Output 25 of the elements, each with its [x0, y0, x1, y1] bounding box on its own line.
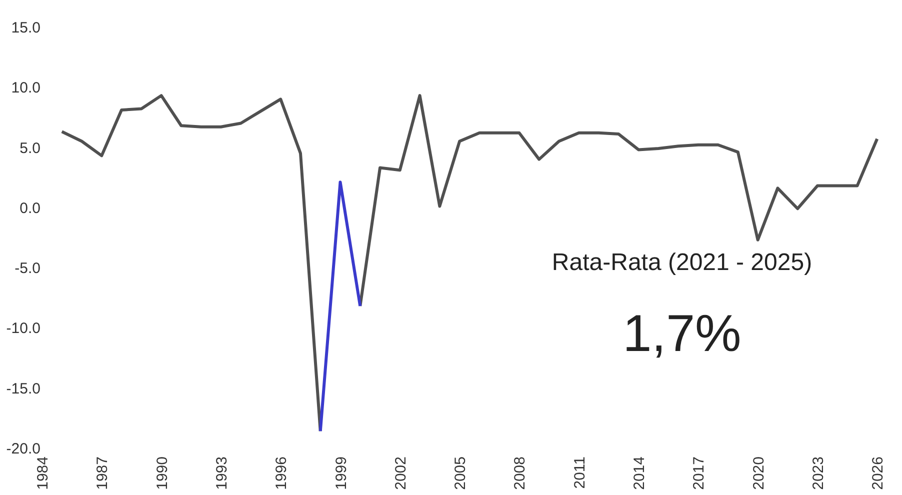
x-tick-label: 2023: [810, 456, 827, 490]
y-tick-label: -20.0: [6, 440, 40, 458]
x-tick-label: 2020: [750, 456, 768, 490]
annotation: Rata-Rata (2021 - 2025): [552, 249, 812, 276]
x-tick-label: 2005: [452, 456, 470, 490]
x-tick-label: 1984: [34, 456, 52, 490]
x-tick-label: 2008: [512, 456, 529, 490]
y-tick-label: 0.0: [20, 200, 40, 217]
x-tick-label: 2014: [631, 456, 648, 490]
annotation: 1,7%: [622, 305, 742, 363]
y-tick-label: 15.0: [11, 20, 40, 36]
x-tick-label: 1993: [213, 456, 230, 490]
x-tick-label: 2011: [571, 456, 588, 489]
x-tick-label: 2026: [870, 456, 887, 490]
x-tick-label: 1999: [332, 456, 350, 490]
y-tick-label: 5.0: [20, 140, 40, 157]
x-tick-label: 2002: [392, 456, 410, 490]
x-tick-label: 2017: [690, 456, 708, 490]
y-tick-label: 10.0: [11, 80, 40, 97]
x-tick-label: 1996: [273, 456, 290, 490]
x-tick-label: 1990: [154, 456, 171, 490]
y-tick-label: -10.0: [6, 320, 40, 338]
x-tick-label: 1987: [94, 456, 112, 490]
y-tick-label: -5.0: [14, 260, 40, 278]
y-tick-label: -15.0: [6, 380, 40, 398]
